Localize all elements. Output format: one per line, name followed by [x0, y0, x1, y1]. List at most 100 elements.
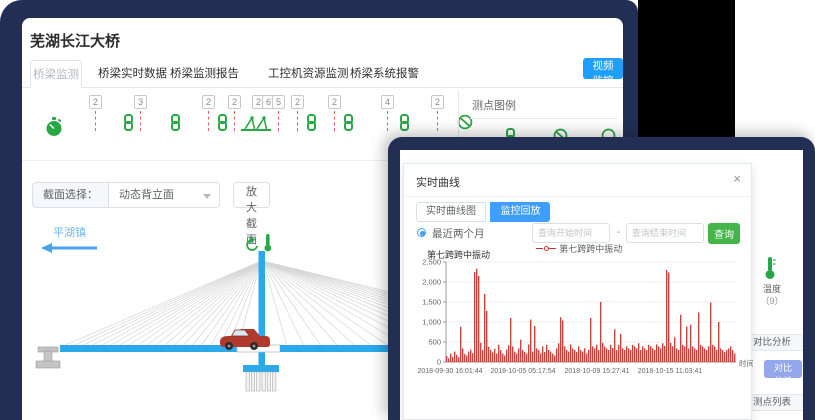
svg-text:2018-09-30 16:01:44: 2018-09-30 16:01:44: [418, 368, 483, 375]
sensor-count-badge: 2: [202, 95, 215, 109]
chain-link-icon[interactable]: [399, 114, 410, 131]
query-end-time-input[interactable]: [626, 223, 704, 243]
bridge-deck-left: [60, 345, 237, 352]
sensor-dashed-line: [208, 111, 209, 131]
sensor-count-badge: 3: [134, 95, 147, 109]
gauge-icon[interactable]: [45, 117, 63, 142]
overlay-window: 温度 （9） 对比分析 对比分析 测点列表 实时曲线 × 实时曲线图 监控回放 …: [388, 137, 815, 420]
sensor-dashed-line: [95, 111, 96, 131]
sensor-dashed-line: [334, 111, 335, 131]
svg-text:1,500: 1,500: [422, 298, 441, 307]
tab-bridge-system-alarm[interactable]: 桥梁系统报警: [350, 68, 419, 80]
bridge-pylon: [258, 251, 265, 367]
query-controls: 最近两个月 - 查询: [404, 223, 751, 245]
sensor-dashed-line: [234, 111, 235, 131]
sensor-count-badge: 6: [262, 95, 275, 109]
sensor-count-badge: 4: [381, 95, 394, 109]
svg-text:2018-10-05 05:17:54: 2018-10-05 05:17:54: [491, 368, 556, 375]
sensor-count-badge: 2: [252, 95, 265, 109]
bearing-icon[interactable]: [241, 113, 271, 138]
rotation-icon[interactable]: [246, 236, 258, 251]
compare-analysis-button[interactable]: 对比分析: [764, 360, 802, 386]
tab-ipc-resource-monitor[interactable]: 工控机资源监测: [268, 68, 349, 80]
chart-legend[interactable]: 第七跨跨中振动: [464, 242, 694, 255]
date-range-separator: -: [613, 223, 624, 243]
realtime-curve-dialog: 实时曲线 × 实时曲线图 监控回放 最近两个月 - 查询 第七跨: [403, 163, 755, 420]
sensor-dashed-line: [297, 111, 298, 131]
analysis-section-header: 对比分析: [750, 334, 803, 351]
sensor-count-badge: 2: [89, 95, 102, 109]
sensor-dashed-line: [387, 111, 388, 131]
chart-title: 第七跨跨中振动: [427, 250, 491, 260]
sensor-count-badge: 2: [291, 95, 304, 109]
query-button[interactable]: 查询: [708, 223, 740, 244]
temperature-label: 温度: [762, 284, 781, 294]
legend-circle-icon: [543, 246, 549, 252]
dialog-tab-group: 实时曲线图 监控回放: [416, 202, 551, 222]
chain-link-icon[interactable]: [170, 114, 181, 131]
close-icon[interactable]: ×: [733, 171, 741, 186]
chain-link-icon[interactable]: [306, 114, 317, 131]
point-list-section-header: 测点列表: [750, 394, 803, 411]
svg-text:0: 0: [437, 358, 441, 367]
legend-panel-title: 测点图例: [472, 100, 516, 112]
legend-line-icon: [548, 248, 556, 250]
svg-text:1,000: 1,000: [422, 318, 441, 327]
sensor-count-badge: 2: [328, 95, 341, 109]
svg-text:2,000: 2,000: [422, 278, 441, 287]
legend-panel-divider-vertical: [458, 90, 459, 178]
svg-text:2018-10-15 11:03:41: 2018-10-15 11:03:41: [638, 368, 703, 375]
chain-link-icon[interactable]: [343, 114, 354, 131]
sensor-dashed-line: [140, 111, 141, 131]
page-title: 芜湖长江大桥: [30, 33, 121, 50]
caret-down-icon: [203, 194, 211, 199]
thermometer-icon[interactable]: [763, 256, 777, 285]
legend-line-icon: [535, 248, 543, 250]
thermometer-icon[interactable]: [264, 234, 272, 252]
pylon-foundation: [243, 365, 279, 392]
tab-monitor-playback[interactable]: 监控回放: [490, 202, 551, 222]
chart-svg: 0 500 1,000 1,500 2,000 2,500 2018-09-30 16:01…: [418, 258, 755, 376]
svg-text:时间: 时间: [739, 358, 753, 368]
sensor-dashed-line: [278, 111, 279, 131]
section-select-label: 截面选择：: [32, 182, 108, 208]
svg-text:2,500: 2,500: [422, 258, 441, 267]
section-select-value: 动态背立面: [119, 189, 174, 201]
tab-bridge-realtime-data[interactable]: 桥梁实时数据: [98, 68, 167, 80]
sensor-count-badge: 2: [431, 95, 444, 109]
tab-bridge-monitor[interactable]: 桥梁监测: [30, 60, 82, 88]
video-monitor-button[interactable]: 视频监控: [583, 58, 623, 87]
main-tab-bar: 桥梁监测 桥梁实时数据 桥梁监测报告 工控机资源监测 桥梁系统报警 视频监控: [22, 58, 623, 88]
temperature-count: （9）: [760, 296, 784, 306]
dialog-title: 实时曲线: [416, 177, 460, 189]
radio-dot: [420, 231, 425, 236]
background-black-area: [638, 0, 735, 137]
sensor-count-badge: 2: [228, 95, 241, 109]
legend-circle-icon: [601, 128, 617, 138]
query-start-time-input[interactable]: [532, 223, 610, 243]
bridge-side-label: 平湖镇: [53, 225, 86, 239]
overlay-window-content: 温度 （9） 对比分析 对比分析 测点列表 实时曲线 × 实时曲线图 监控回放 …: [400, 150, 803, 420]
enlarge-section-button[interactable]: 放大截面: [233, 182, 270, 246]
car: [220, 329, 270, 350]
tab-bridge-monitor-report[interactable]: 桥梁监测报告: [170, 68, 239, 80]
tab-realtime-curve-chart[interactable]: 实时曲线图: [416, 202, 486, 222]
radio-label: 最近两个月: [432, 228, 485, 240]
sensor-dashed-line: [437, 111, 438, 131]
chain-link-icon[interactable]: [217, 114, 228, 131]
vibration-chart: 0 500 1,000 1,500 2,000 2,500 2018-09-30 16:01…: [404, 258, 755, 393]
section-select-dropdown[interactable]: 动态背立面: [108, 182, 220, 208]
chain-link-icon[interactable]: [123, 114, 134, 131]
sensor-count-badge: 5: [272, 95, 285, 109]
svg-text:500: 500: [428, 338, 441, 347]
content-divider: [22, 160, 623, 161]
legend-panel-divider: [470, 118, 618, 119]
svg-text:2018-10-09 15:27:41: 2018-10-09 15:27:41: [565, 368, 630, 375]
direction-arrow-icon: [41, 243, 97, 253]
legend-series-name: 第七跨跨中振动: [559, 244, 623, 254]
abutment: [35, 346, 61, 369]
radio-last-two-months[interactable]: [417, 228, 426, 237]
dialog-header: 实时曲线 ×: [404, 164, 751, 197]
